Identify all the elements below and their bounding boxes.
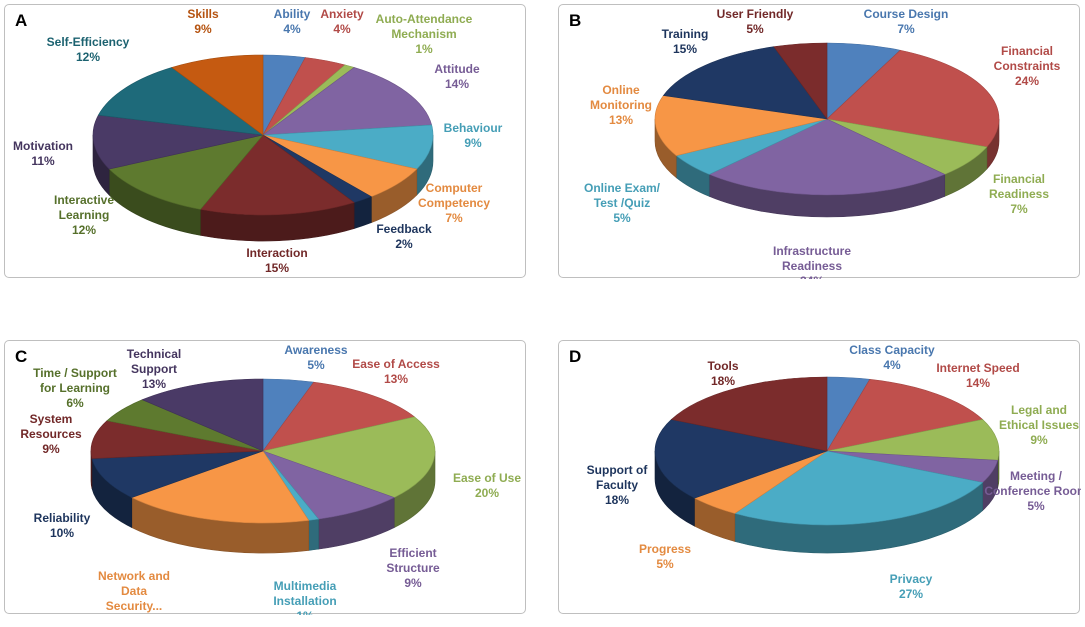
slice-label-ease-of-access: Ease of Access 13% [352, 357, 440, 386]
panel-letter: D [569, 347, 582, 366]
slice-label-support-of-faculty: Support of Faculty 18% [587, 463, 649, 507]
chart-panel-c: C Awareness 5% Ease of Access 13% Ease of Us… [4, 340, 526, 615]
slice-label-online-monitoring: Online Monitoring 13% [590, 83, 652, 127]
slice-label-progress: Progress 5% [639, 542, 691, 571]
pie-slice-tools [670, 376, 828, 452]
pie-slice-interaction [199, 134, 355, 216]
pie-slice-user-friendly [773, 42, 828, 120]
slice-label-user-friendly: User Friendly 5% [717, 7, 794, 36]
pie-slice-skills [171, 54, 264, 136]
chart-panel-b: B Course Design 7% Financial Constraints 24%… [558, 4, 1080, 279]
slice-label-course-design: Course Design 7% [864, 7, 949, 36]
pie-chart-a: Ability 4% Anxiety 4% Auto-Attendance Mechani… [13, 7, 503, 275]
pie-slice-legal-and-ethical-issues [826, 419, 1000, 461]
slice-label-time-support-for-learning: Time / Support for Learning 6% [33, 366, 117, 410]
pie-slice-efficient-structure [262, 450, 395, 520]
pie-slice-training [662, 46, 828, 120]
pie-slice-internet-speed [826, 379, 984, 452]
chart-panel-d: D Class Capacity 4% Internet Speed 14% Legal… [558, 340, 1081, 614]
slice-label-online-exam-test-quiz: Online Exam/Test /Quiz 5% [584, 181, 661, 225]
pie-slice-support-of-faculty [654, 419, 829, 499]
pie-slice-attitude [262, 67, 433, 136]
slice-label-internet-speed: Internet Speed 14% [936, 361, 1019, 390]
panel-letter: B [569, 11, 582, 30]
pie-chart-d: Class Capacity 4% Internet Speed 14% Legal a… [587, 343, 1081, 601]
pie-chart-c: Awareness 5% Ease of Access 13% Ease of Use 2… [20, 343, 521, 615]
slice-label-privacy: Privacy 27% [890, 572, 933, 601]
pie-slice-financial-constraints [826, 49, 1000, 148]
slice-label-self-efficiency: Self-Efficiency 12% [47, 35, 130, 64]
pie-slice-system-resources [90, 420, 264, 459]
slice-label-skills: Skills 9% [187, 7, 219, 36]
pie-side-multimedia-installation [308, 518, 319, 551]
slice-label-meeting-conference-room: Meeting / Conference Room 5% [984, 469, 1081, 513]
slice-label-auto-attendance-mechanism: Auto-Attendance Mechanism 1% [376, 12, 473, 56]
slice-label-system-resources: System Resources 9% [20, 412, 82, 456]
pie-slice-ease-of-access [262, 381, 416, 452]
slice-label-legal-and-ethical-issues: Legal and Ethical Issues 9% [999, 403, 1079, 447]
slice-label-technical-support: Technical Support 13% [127, 347, 181, 391]
slice-label-multimedia-installation: MultimediaInstallation1% [273, 579, 336, 615]
slice-label-reliability: Reliability 10% [34, 511, 91, 540]
slice-label-awareness: Awareness 5% [284, 343, 347, 372]
chart-panel-a: A Ability 4% Anxiety 4% Auto-Attendance Mecha… [4, 4, 526, 278]
slice-label-motivation: Motivation 11% [13, 139, 73, 168]
pie-slice-infrastructure-readiness [708, 118, 946, 196]
panel-letter: C [15, 347, 28, 366]
slice-label-behaviour: Behaviour 9% [444, 121, 503, 150]
pie-slice-self-efficiency [97, 67, 265, 136]
pie-slice-ease-of-use [261, 416, 436, 498]
pie-slice-online-monitoring [654, 95, 828, 156]
slice-label-anxiety: Anxiety 4% [320, 7, 364, 36]
slice-label-financial-constraints: Financial Constraints 24% [994, 44, 1061, 88]
slice-label-ability: Ability 4% [274, 7, 311, 36]
slice-label-financial-readiness: Financial Readiness 7% [989, 172, 1049, 216]
slice-label-ease-of-use: Ease of Use 20% [453, 471, 521, 500]
pie-slice-privacy [734, 450, 984, 526]
pie-slice-network-and-data-security [131, 450, 310, 524]
slice-label-feedback: Feedback 2% [376, 222, 432, 251]
panel-letter: A [15, 11, 28, 30]
slice-label-network-and-data-security: Network and Data Security... [98, 569, 170, 613]
slice-label-tools: Tools 18% [707, 359, 738, 388]
slice-label-class-capacity: Class Capacity 4% [849, 343, 935, 372]
slice-label-training: Training 15% [662, 27, 709, 56]
slice-label-computer-competency: Computer Competency 7% [418, 181, 490, 225]
pie-slice-interactive-learning [108, 134, 264, 210]
pie-slice-motivation [92, 114, 264, 170]
pie-slice-reliability [91, 450, 264, 498]
pie-chart-b: Course Design 7% Financial Constraints 24% Fi… [584, 7, 1061, 279]
pie-slice-behaviour [262, 124, 434, 170]
pie-slice-technical-support [141, 378, 264, 452]
slice-label-infrastructure-readiness: InfrastructureReadiness24% [773, 244, 851, 279]
slice-label-interaction: Interaction 15% [246, 246, 307, 275]
slice-label-efficient-structure: Efficient Structure 9% [386, 546, 440, 590]
slice-label-interactive-learning: Interactive Learning 12% [54, 193, 114, 237]
slice-label-attitude: Attitude 14% [434, 62, 480, 91]
